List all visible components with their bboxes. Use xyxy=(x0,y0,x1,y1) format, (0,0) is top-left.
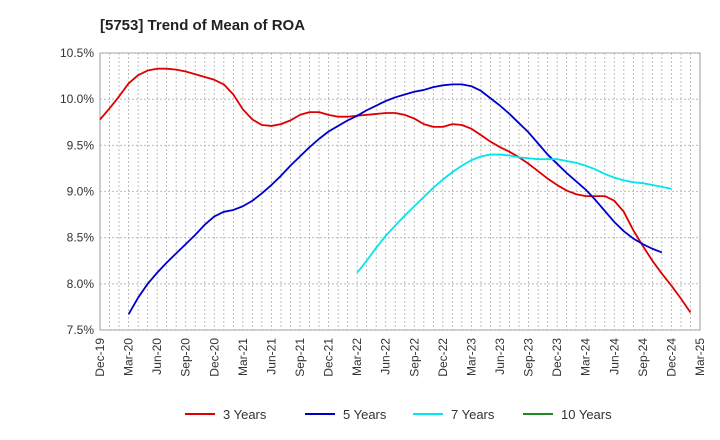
x-tick-label: Jun-23 xyxy=(493,338,507,375)
x-tick-label: Dec-24 xyxy=(664,338,678,377)
x-tick-label: Mar-23 xyxy=(464,338,478,376)
x-tick-label: Dec-20 xyxy=(207,338,221,377)
y-tick-label: 9.0% xyxy=(67,185,95,199)
y-tick-label: 9.5% xyxy=(67,138,95,152)
x-tick-label: Jun-21 xyxy=(264,338,278,375)
series-line-7-years xyxy=(356,153,672,274)
y-tick-label: 10.5% xyxy=(60,46,94,60)
x-tick-label: Jun-22 xyxy=(379,338,393,375)
legend-label: 3 Years xyxy=(223,407,267,422)
y-axis-ticks: 7.5% 8.0% 8.5% 9.0% 9.5% 10.0% 10.5% xyxy=(60,46,94,337)
legend: 3 Years 5 Years 7 Years 10 Years xyxy=(185,407,612,422)
series-line-5-years xyxy=(127,83,663,315)
y-tick-label: 8.0% xyxy=(67,277,95,291)
x-tick-label: Sep-24 xyxy=(636,338,650,377)
x-tick-label: Mar-21 xyxy=(236,338,250,376)
legend-label: 10 Years xyxy=(561,407,612,422)
y-tick-label: 8.5% xyxy=(67,231,95,245)
legend-label: 7 Years xyxy=(451,407,495,422)
y-tick-label: 7.5% xyxy=(67,323,95,337)
x-tick-label: Sep-22 xyxy=(407,338,421,377)
x-tick-label: Mar-22 xyxy=(350,338,364,376)
x-tick-label: Sep-21 xyxy=(293,338,307,377)
x-tick-label: Mar-25 xyxy=(693,338,707,376)
grid-lines xyxy=(100,52,700,331)
x-tick-label: Mar-24 xyxy=(579,338,593,376)
x-tick-label: Dec-19 xyxy=(93,338,107,377)
x-tick-label: Mar-20 xyxy=(122,338,136,376)
x-tick-label: Dec-22 xyxy=(436,338,450,377)
x-tick-label: Sep-20 xyxy=(179,338,193,377)
x-tick-label: Sep-23 xyxy=(522,338,536,377)
x-tick-label: Dec-21 xyxy=(322,338,336,377)
x-axis-ticks: Dec-19 Mar-20 Jun-20 Sep-20 Dec-20 Mar-21 Jun-… xyxy=(93,338,707,377)
x-tick-label: Jun-20 xyxy=(150,338,164,375)
series-lines xyxy=(99,67,692,315)
legend-label: 5 Years xyxy=(343,407,387,422)
y-tick-label: 10.0% xyxy=(60,92,94,106)
x-tick-label: Jun-24 xyxy=(607,338,621,375)
chart-title: [5753] Trend of Mean of ROA xyxy=(100,17,305,34)
x-tick-label: Dec-23 xyxy=(550,338,564,377)
